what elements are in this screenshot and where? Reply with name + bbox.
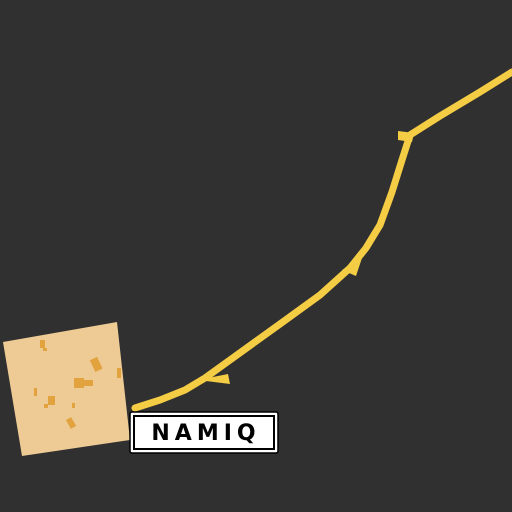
building [43, 348, 47, 351]
road [131, 68, 512, 412]
buildings [34, 340, 121, 429]
building [65, 417, 77, 429]
label-background [129, 411, 279, 454]
building [48, 396, 55, 405]
building [40, 340, 45, 348]
building [34, 388, 37, 396]
building [89, 356, 103, 373]
building [117, 368, 121, 378]
label-frame [133, 415, 275, 450]
place-label: NAMIQ [151, 421, 260, 446]
place-label-box: NAMIQ [129, 411, 279, 454]
road-junction [398, 131, 414, 142]
building [72, 403, 75, 408]
building [44, 404, 48, 408]
oneway-arrow [198, 374, 230, 384]
building [83, 380, 93, 386]
oneway-arrow [342, 258, 362, 276]
building [74, 378, 84, 388]
settlement-area [3, 322, 130, 456]
